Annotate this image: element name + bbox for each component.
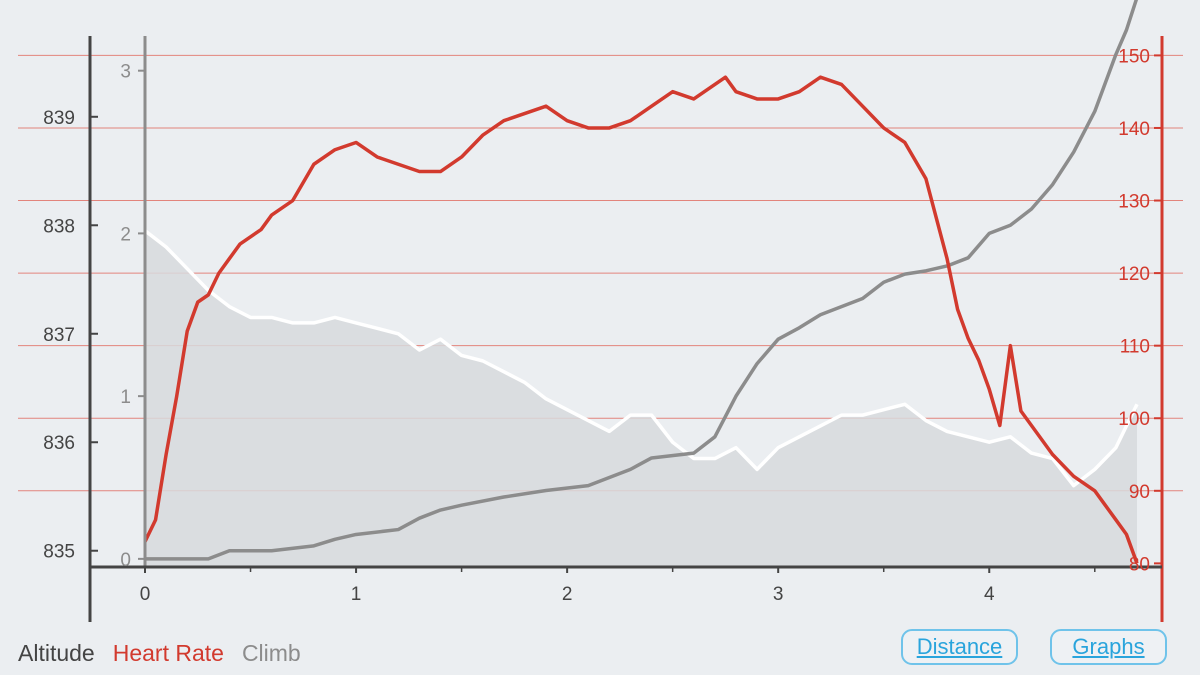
heart-rate-tick-label-140: 140 bbox=[1118, 119, 1150, 140]
distance-tick-label-3: 3 bbox=[773, 584, 784, 605]
legend-altitude: Altitude bbox=[18, 640, 95, 666]
legend-climb: Climb bbox=[241, 640, 301, 666]
distance-tick-label-2: 2 bbox=[562, 584, 573, 605]
altitude-tick-label-837: 837 bbox=[43, 325, 75, 346]
altitude-tick-label-838: 838 bbox=[43, 216, 75, 237]
climb-line bbox=[145, 0, 1139, 561]
heart-rate-tick-label-120: 120 bbox=[1118, 264, 1150, 285]
altitude-fill bbox=[145, 230, 1137, 568]
altitude-tick-label-835: 835 bbox=[43, 542, 75, 563]
distance-tick-label-1: 1 bbox=[351, 584, 362, 605]
distance-button[interactable]: Distance bbox=[901, 629, 1018, 665]
climb-tick-label-1: 1 bbox=[120, 387, 131, 408]
distance-tick-label-0: 0 bbox=[140, 584, 151, 605]
climb-tick-label-3: 3 bbox=[120, 62, 131, 83]
climb-tick-label-0: 0 bbox=[120, 550, 131, 571]
altitude-line bbox=[143, 229, 1139, 488]
axes bbox=[88, 36, 1164, 622]
heart-rate-tick-label-90: 90 bbox=[1129, 482, 1150, 503]
climb-tick-label-2: 2 bbox=[120, 224, 131, 245]
legend-heart-rate: Heart Rate bbox=[112, 640, 224, 666]
heart-rate-tick-label-130: 130 bbox=[1118, 192, 1150, 213]
heart-rate-tick-label-100: 100 bbox=[1118, 409, 1150, 430]
heart-rate-tick-label-150: 150 bbox=[1118, 46, 1150, 67]
graphs-button[interactable]: Graphs bbox=[1050, 629, 1167, 665]
heart-rate-tick-label-80: 80 bbox=[1129, 554, 1150, 575]
altitude-tick-label-839: 839 bbox=[43, 108, 75, 129]
heart-rate-tick-label-110: 110 bbox=[1120, 337, 1150, 358]
altitude-area bbox=[145, 230, 1137, 568]
distance-tick-label-4: 4 bbox=[984, 584, 995, 605]
altitude-tick-label-836: 836 bbox=[43, 433, 75, 454]
tick-labels: 8358368378388390123809010011012013014015… bbox=[43, 46, 1150, 605]
series-lines bbox=[143, 0, 1139, 564]
legend: Altitude Heart Rate Climb bbox=[18, 640, 301, 667]
heart-rate-line bbox=[143, 75, 1139, 564]
